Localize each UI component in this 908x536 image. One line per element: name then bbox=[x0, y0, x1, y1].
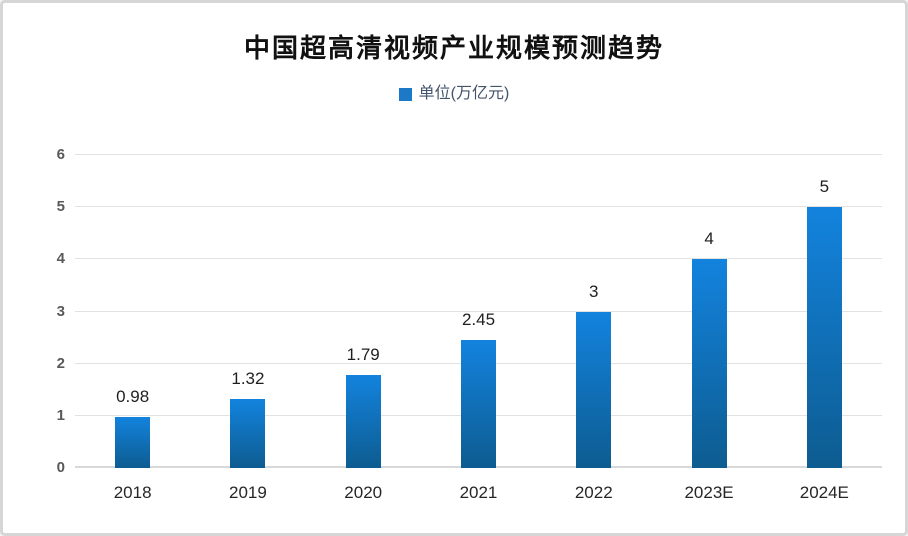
bar-slot-2019: 1.32 bbox=[190, 155, 305, 468]
y-axis-tick-0: 0 bbox=[56, 459, 65, 476]
legend-marker-icon bbox=[398, 87, 412, 101]
y-axis-tick-6: 6 bbox=[56, 146, 65, 163]
y-axis-tick-4: 4 bbox=[56, 250, 65, 268]
bar-series: 0.98 1.32 1.79 2.45 3 4 5 bbox=[75, 155, 882, 468]
bar-slot-2022: 3 bbox=[536, 155, 651, 468]
bar-value-label-2021: 2.45 bbox=[461, 310, 496, 330]
y-axis-tick-1: 1 bbox=[56, 406, 65, 424]
x-axis-tick-2022: 2022 bbox=[574, 483, 613, 502]
bar-value-label-2019: 1.32 bbox=[231, 369, 265, 389]
chart-title: 中国超高清视频产业规模预测趋势 bbox=[243, 33, 664, 63]
bar-2022 bbox=[576, 311, 612, 468]
bar-2018 bbox=[115, 416, 151, 468]
gridline-5 bbox=[75, 206, 882, 208]
bar-slot-2023E: 4 bbox=[651, 155, 766, 468]
bar-slot-2020: 1.79 bbox=[306, 155, 421, 468]
bar-2023E bbox=[691, 259, 727, 468]
bar-value-label-2018: 0.98 bbox=[116, 386, 150, 406]
x-axis-tick-2021: 2021 bbox=[459, 483, 498, 502]
x-axis-tick-2019: 2019 bbox=[229, 483, 267, 502]
x-axis-tick-2018: 2018 bbox=[113, 483, 152, 502]
plot-area: 0.98 1.32 1.79 2.45 3 4 5 bbox=[75, 154, 882, 468]
x-axis-tick-2020: 2020 bbox=[344, 483, 383, 502]
y-axis-tick-5: 5 bbox=[56, 198, 65, 216]
gridline-6 bbox=[75, 154, 882, 155]
bar-slot-2021: 2.45 bbox=[421, 155, 536, 468]
bar-value-label-2022: 3 bbox=[589, 281, 599, 301]
legend-label: 单位(万亿元) bbox=[418, 85, 510, 102]
x-axis-tick-2024E: 2024E bbox=[799, 483, 849, 502]
bar-value-label-2024E: 5 bbox=[819, 177, 830, 197]
gridline-3 bbox=[75, 310, 882, 312]
bar-value-label-2020: 1.79 bbox=[346, 344, 380, 364]
bar-2024E bbox=[806, 207, 842, 468]
x-axis-tick-2023E: 2023E bbox=[684, 483, 734, 502]
gridline-4 bbox=[75, 258, 882, 260]
bar-2021 bbox=[460, 340, 496, 468]
bar-slot-2018: 0.98 bbox=[75, 155, 190, 468]
y-axis: 0 1 2 3 4 5 6 bbox=[3, 146, 65, 476]
chart-legend: 单位(万亿元) bbox=[3, 86, 905, 102]
bar-value-label-2023E: 4 bbox=[704, 229, 714, 249]
y-axis-tick-2: 2 bbox=[56, 354, 65, 372]
bar-slot-2024E: 5 bbox=[767, 155, 882, 468]
x-axis: 2018 2019 2020 2021 2022 2023E 2024E bbox=[75, 482, 882, 504]
bar-2020 bbox=[345, 374, 381, 468]
y-axis-tick-3: 3 bbox=[56, 302, 65, 320]
bar-2019 bbox=[230, 399, 266, 468]
